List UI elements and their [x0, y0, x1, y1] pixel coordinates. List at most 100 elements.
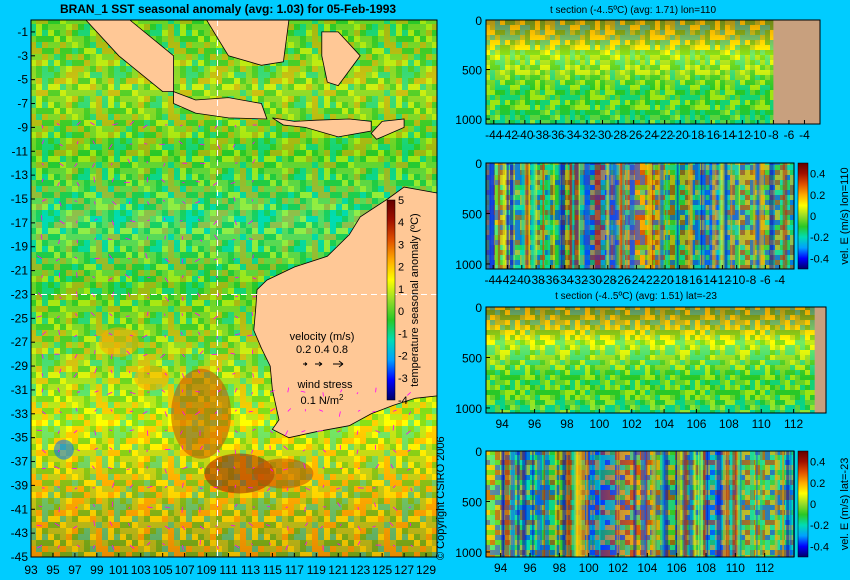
section-x-tick-label: -36 [542, 273, 560, 287]
map-colorbar-tick-label: 5 [398, 195, 404, 207]
velocity-arrow [197, 276, 201, 279]
velocity-arrow [90, 312, 95, 317]
velocity-arrow [109, 447, 113, 450]
velocity-arrow [73, 525, 78, 529]
velocity-arrow [57, 430, 60, 434]
velocity-arrow [124, 273, 131, 279]
velocity-arrow [406, 430, 411, 435]
map-colorbar: 5 4 3 2 1 0 -1 -2 -3 -4 temperature seasonal anom… [386, 195, 421, 407]
velocity-arrow-small-icon [303, 362, 308, 366]
section-velocity-stripe [647, 163, 652, 269]
section-velocity-stripe [554, 451, 557, 557]
section-velocity-stripe [676, 163, 679, 269]
velocity-arrow [94, 218, 98, 221]
velocity-arrow [182, 373, 185, 378]
velocity-arrow [217, 293, 220, 298]
velocity-arrow [408, 411, 412, 415]
map-y-tick-label: -45 [11, 550, 29, 564]
section-velocity-stripe [626, 163, 628, 269]
section-velocity-stripe [599, 451, 601, 557]
section-velocity-stripe [589, 451, 591, 557]
section-velocity-stripe [497, 163, 501, 269]
section-x-tick-label: -28 [609, 128, 627, 142]
section-velocity-stripe [633, 451, 637, 557]
velocity-arrow [57, 544, 60, 549]
velocity-arrow [147, 541, 151, 546]
velocity-arrow [322, 466, 325, 469]
velocity-arrow [213, 220, 218, 225]
velocity-arrow [126, 315, 130, 317]
section-velocity-stripe [570, 163, 573, 269]
section-velocity-stripe [683, 451, 688, 557]
section-x-tick-label: -10 [749, 128, 767, 142]
section-x-tick-label: -34 [556, 273, 574, 287]
section-velocity-stripe [584, 163, 590, 269]
map-y-tick-label: -23 [11, 287, 29, 301]
section-colorbar-tick-label: 0.2 [810, 190, 825, 202]
velocity-arrow [59, 162, 64, 167]
velocity-arrow [109, 521, 113, 527]
velocity-arrow [142, 411, 148, 415]
velocity-arrow [74, 162, 78, 167]
velocity-arrow [410, 487, 413, 492]
velocity-arrow [147, 525, 151, 528]
section-title: t section (-4..5ºC) (avg: 1.51) lat=-23 [555, 291, 717, 302]
velocity-arrow [128, 506, 131, 510]
velocity-arrow [77, 391, 81, 393]
section-velocity-stripe [588, 163, 591, 269]
velocity-arrow [265, 524, 271, 527]
section-velocity-stripe [703, 451, 706, 557]
section-velocity-stripe [719, 163, 723, 269]
velocity-arrow [73, 372, 78, 378]
velocity-arrow [41, 162, 44, 166]
wind-legend-title: wind stress [296, 379, 353, 391]
velocity-arrow [178, 140, 183, 145]
map-y-tick-label: -27 [11, 335, 29, 349]
section-x-tick-label: 112 [784, 417, 803, 431]
section-velocity-stripe [782, 451, 784, 557]
map-x-axis: 93 95 97 99 101 103 105 107 109 111 113 115 117 119 12… [24, 553, 436, 577]
velocity-arrow [56, 123, 60, 126]
velocity-arrow [182, 482, 184, 488]
wind-legend-value: 0.1 N/m2 [301, 393, 345, 407]
velocity-arrow [199, 350, 204, 355]
section-x-tick-label: -28 [599, 273, 617, 287]
map-anomaly-blob [98, 327, 139, 358]
velocity-arrow [212, 181, 218, 186]
velocity-arrow [283, 468, 288, 471]
velocity-arrow [214, 258, 218, 261]
section-velocity-stripe [594, 163, 598, 269]
velocity-arrow [164, 296, 170, 302]
velocity-arrow [235, 276, 239, 279]
velocity-arrow [164, 258, 170, 263]
section-velocity-stripe [659, 163, 664, 269]
section-velocity-stripe [738, 451, 742, 557]
velocity-arrow [252, 141, 255, 145]
velocity-arrow [407, 449, 411, 452]
map-y-axis: -1 -3 -5 -7 -9 -11 -13 -15 -17 -19 -21 -23 -25 -27 -29… [11, 25, 35, 564]
section-velocity-stripe [693, 451, 697, 557]
velocity-arrow [41, 124, 44, 129]
section-y-tick-label: 0 [475, 445, 482, 459]
map-y-tick-label: -7 [17, 97, 28, 111]
velocity-arrow [41, 140, 45, 145]
velocity-arrow [129, 429, 135, 431]
map-x-tick-label: 121 [328, 563, 348, 577]
velocity-arrow [234, 315, 239, 319]
section-x-tick-label: -22 [642, 273, 660, 287]
map-y-tick-label: -33 [11, 407, 29, 421]
velocity-arrow [164, 334, 166, 338]
map-x-tick-label: 129 [416, 563, 436, 577]
velocity-arrow [340, 389, 343, 393]
velocity-arrow [164, 525, 171, 530]
section-land-region [814, 307, 826, 413]
velocity-arrow [54, 522, 60, 527]
velocity-arrow [55, 258, 60, 262]
velocity-arrow [266, 487, 271, 492]
velocity-arrow [304, 541, 308, 546]
section-x-tick-label: -44 [485, 128, 503, 142]
section-velocity-stripe [760, 451, 763, 557]
section-x-tick-label: -14 [699, 273, 717, 287]
section-y-tick-label: 1000 [455, 113, 482, 127]
velocity-arrow [251, 199, 254, 202]
